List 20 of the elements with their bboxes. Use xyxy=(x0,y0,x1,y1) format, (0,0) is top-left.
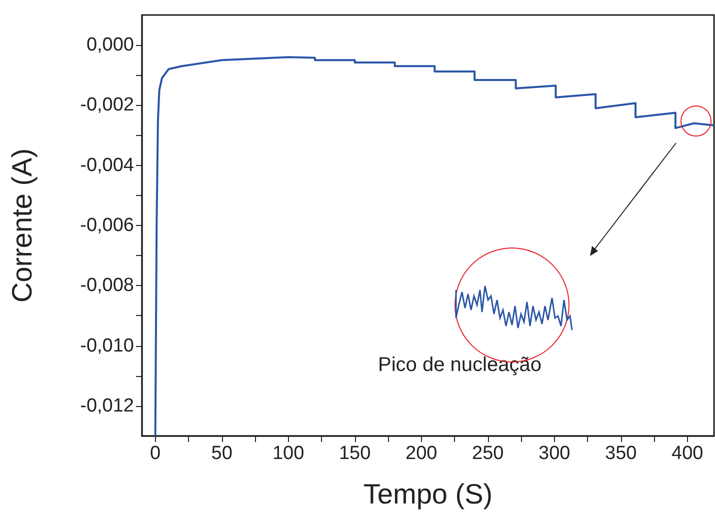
line-series xyxy=(154,56,715,437)
x-axis-title: Tempo (S) xyxy=(363,478,493,510)
y-tick-label: -0,010 xyxy=(80,335,134,356)
x-tick-label: 250 xyxy=(472,443,504,464)
y-tick-label: -0,004 xyxy=(80,154,134,176)
y-tick-label: -0,012 xyxy=(80,395,134,416)
x-tick-label: 150 xyxy=(338,443,371,464)
y-tick-label: -0,006 xyxy=(80,215,134,236)
y-tick-label: -0,002 xyxy=(80,94,134,116)
x-tick-label: 50 xyxy=(211,443,232,464)
x-tick-label: 0 xyxy=(150,443,161,464)
x-tick-label: 400 xyxy=(672,443,704,464)
y-tick-label: 0,000 xyxy=(86,34,134,56)
x-tick-label: 200 xyxy=(405,443,438,464)
annotation: Pico de nucleação xyxy=(378,354,542,376)
x-tick-label: 100 xyxy=(272,443,304,464)
y-axis-title: Corrente (A) xyxy=(6,148,38,303)
x-tick-label: 350 xyxy=(605,443,637,464)
y-tick-label: -0,008 xyxy=(80,275,134,296)
x-tick-label: 300 xyxy=(538,443,570,464)
